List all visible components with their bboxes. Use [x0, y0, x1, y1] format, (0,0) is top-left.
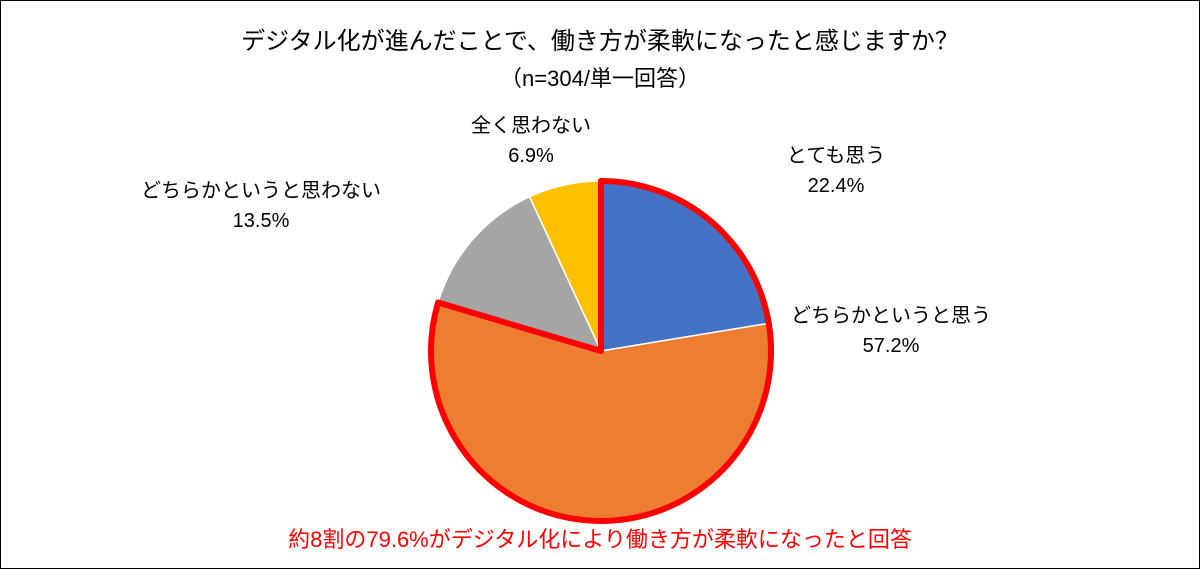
slice-label-percent: 13.5%: [141, 206, 381, 236]
slice-label: 全く思わない6.9%: [471, 111, 591, 171]
slice-label-text: どちらかというと思う: [791, 301, 991, 331]
chart-frame: デジタル化が進んだことで、働き方が柔軟になったと感じますか？ （n=304/単一…: [0, 0, 1200, 569]
pie-chart: [1, 1, 1200, 569]
slice-label-text: 全く思わない: [471, 111, 591, 141]
slice-label: とても思う22.4%: [787, 141, 885, 201]
slice-label-percent: 57.2%: [791, 331, 991, 361]
slice-label: どちらかというと思う57.2%: [791, 301, 991, 361]
chart-caption: 約8割の79.6%がデジタル化により働き方が柔軟になったと回答: [1, 522, 1199, 554]
slice-label-text: とても思う: [787, 141, 885, 171]
slice-label-percent: 22.4%: [787, 171, 885, 201]
slice-label: どちらかというと思わない13.5%: [141, 176, 381, 236]
slice-label-percent: 6.9%: [471, 141, 591, 171]
slice-label-text: どちらかというと思わない: [141, 176, 381, 206]
